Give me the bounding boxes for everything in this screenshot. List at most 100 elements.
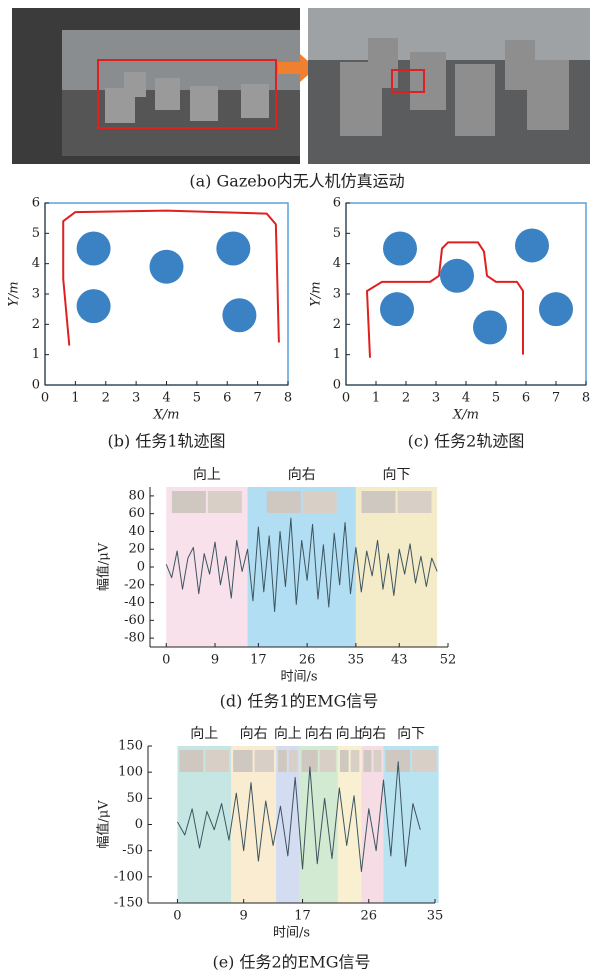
- x-tick-label: 7: [552, 391, 560, 406]
- x-tick-label: 43: [391, 653, 408, 668]
- highlight-box: [97, 59, 277, 129]
- cylinders: [340, 38, 569, 136]
- x-tick-label: 2: [102, 391, 110, 406]
- drone-box: [391, 69, 425, 93]
- y-tick-label: 6: [32, 196, 40, 211]
- y-tick-label: 0: [135, 817, 143, 832]
- x-tick-label: 8: [284, 391, 292, 406]
- y-tick-label: 5: [32, 226, 40, 241]
- gesture-photo: [171, 491, 206, 513]
- cylinders: [105, 72, 269, 123]
- caption: (d) 任务1的EMG信号: [220, 692, 379, 711]
- x-tick-label: 0: [173, 909, 181, 924]
- emg-signal: [165, 517, 438, 612]
- y-tick-label: 2: [333, 317, 341, 332]
- y-axis-label: 幅值/μV: [96, 542, 112, 591]
- x-tick-label: 17: [294, 909, 311, 924]
- x-axis-label: X/m: [452, 408, 479, 423]
- y-tick-label: 50: [126, 791, 143, 806]
- obstacle: [515, 228, 549, 263]
- trajectory: [62, 209, 280, 346]
- caption: (b) 任务1轨迹图: [108, 432, 226, 451]
- y-tick-label: -150: [114, 896, 143, 911]
- y-tick-label: 150: [118, 739, 143, 754]
- y-tick-label: 100: [118, 765, 143, 780]
- x-tick-label: 1: [71, 391, 79, 406]
- region-label: 向上: [193, 467, 221, 483]
- sky: [308, 8, 590, 60]
- y-tick-label: 0: [333, 378, 341, 393]
- x-tick-label: 0: [41, 391, 49, 406]
- region: [276, 746, 300, 903]
- gesture-photo: [350, 750, 360, 772]
- x-tick-label: 3: [132, 391, 140, 406]
- gesture-photo: [373, 750, 382, 772]
- y-tick-label: 1: [333, 347, 341, 362]
- gesture-photo: [301, 750, 318, 772]
- region-label: 向上: [274, 726, 302, 742]
- region-label: 向上: [190, 726, 218, 742]
- obstacle: [76, 289, 111, 324]
- region-label: 向右: [288, 467, 316, 483]
- cyl: [368, 38, 398, 88]
- y-tick-label: 2: [32, 317, 40, 332]
- y-tick-label: -40: [124, 595, 145, 610]
- x-tick-label: 3: [432, 391, 440, 406]
- cyl: [190, 86, 218, 121]
- x-tick-label: 0: [162, 653, 170, 668]
- gesture-photo: [278, 750, 287, 772]
- x-tick-label: 35: [427, 909, 444, 924]
- y-tick-label: -20: [124, 577, 145, 592]
- region: [247, 487, 356, 647]
- caption: (c) 任务2轨迹图: [408, 432, 525, 451]
- x-tick-label: 9: [211, 653, 219, 668]
- y-tick-label: 1: [32, 347, 40, 362]
- gesture-photo: [363, 750, 372, 772]
- x-tick-label: 6: [522, 391, 530, 406]
- y-tick-label: -60: [124, 613, 145, 628]
- region-label: 向右: [305, 726, 333, 742]
- y-tick-label: 3: [32, 287, 40, 302]
- y-tick-label: 80: [128, 488, 145, 503]
- region-label: 向右: [358, 726, 386, 742]
- y-tick-label: 3: [333, 287, 341, 302]
- region: [361, 746, 384, 903]
- x-tick-label: 0: [342, 391, 350, 406]
- y-tick-label: 40: [128, 524, 145, 539]
- y-axis-label: Y/m: [309, 281, 324, 306]
- y-axis-label: 幅值/μV: [96, 800, 112, 849]
- obstacle: [216, 231, 251, 266]
- y-tick-label: 0: [32, 378, 40, 393]
- cyl: [455, 64, 495, 136]
- x-tick-label: 9: [240, 909, 248, 924]
- arrow: [278, 54, 316, 82]
- x-tick-label: 8: [582, 391, 590, 406]
- trajectory: [366, 241, 524, 358]
- cyl: [505, 40, 535, 90]
- caption: (a) Gazebo内无人机仿真运动: [189, 172, 404, 191]
- gesture-photo: [205, 750, 230, 772]
- obstacle: [149, 249, 184, 284]
- y-tick-label: 5: [333, 226, 341, 241]
- gesture-photo: [397, 491, 432, 513]
- obstacle: [383, 231, 417, 266]
- region-label: 向下: [383, 467, 411, 483]
- obstacle: [440, 258, 474, 293]
- obstacle: [380, 292, 414, 327]
- gesture-photo: [361, 491, 396, 513]
- y-tick-label: 20: [128, 542, 145, 557]
- cyl: [124, 72, 146, 97]
- x-tick-label: 4: [162, 391, 170, 406]
- region-label: 向上: [336, 726, 364, 742]
- obstacle: [222, 298, 257, 333]
- cyl: [155, 78, 180, 110]
- gesture-photo: [319, 750, 336, 772]
- y-tick-label: 60: [128, 506, 145, 521]
- x-tick-label: 52: [440, 653, 457, 668]
- region-label: 向右: [240, 726, 268, 742]
- obstacle: [473, 310, 507, 345]
- plot-frame: [44, 202, 289, 386]
- x-tick-label: 6: [223, 391, 231, 406]
- y-tick-label: 4: [333, 256, 341, 271]
